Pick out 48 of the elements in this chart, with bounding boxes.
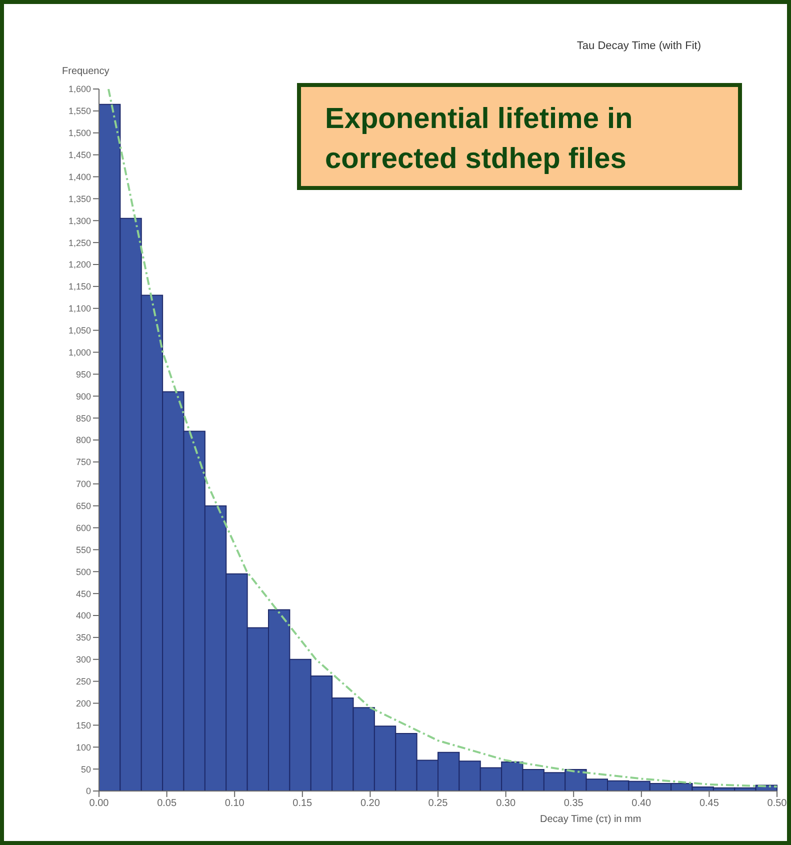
y-tick-label: 0 [86,786,91,796]
y-tick-label: 50 [80,764,91,774]
x-tick-label: 0.25 [428,798,448,810]
y-tick-label: 1,600 [68,84,91,94]
y-tick-label: 1,500 [68,128,91,138]
x-tick-label: 0.50 [767,798,788,810]
x-tick-label: 0.30 [496,798,516,810]
x-axis-title: Decay Time (cτ) in mm [540,814,642,825]
y-tick-label: 1,350 [68,194,91,204]
y-tick-label: 1,150 [68,282,91,292]
y-tick-label: 1,400 [68,172,91,182]
y-tick-label: 250 [76,676,91,687]
y-tick-label: 1,000 [68,347,91,358]
y-tick-label: 400 [76,610,91,621]
y-tick-label: 850 [76,413,91,424]
y-tick-label: 350 [76,632,91,643]
y-tick-label: 1,200 [68,260,91,270]
x-tick-label: 0.10 [224,798,245,810]
y-tick-label: 150 [76,720,91,730]
x-tick-label: 0.05 [157,798,177,810]
y-tick-label: 650 [76,501,91,512]
y-tick-label: 1,550 [68,106,91,116]
y-tick-label: 750 [76,457,91,468]
y-tick-label: 950 [76,369,91,380]
y-axis-title: Frequency [62,66,110,77]
chart-title: Tau Decay Time (with Fit) [576,40,701,52]
y-tick-label: 600 [76,522,91,533]
y-tick-label: 1,250 [68,238,91,248]
x-tick-label: 0.20 [360,798,380,810]
x-tick-label: 0.00 [89,798,110,810]
y-tick-label: 800 [76,435,91,446]
y-tick-label: 1,300 [68,216,91,226]
y-tick-label: 1,050 [68,326,91,336]
x-tick-label: 0.40 [632,798,652,810]
y-tick-label: 200 [76,698,91,708]
x-tick-label: 0.45 [699,798,720,810]
y-tick-label: 1,100 [68,304,91,314]
callout-box: Exponential lifetime in corrected stdhep files [297,83,742,190]
y-tick-label: 900 [76,391,91,402]
y-tick-label: 1,450 [68,150,91,160]
y-tick-label: 700 [76,479,91,490]
x-tick-label: 0.35 [564,798,584,810]
x-tick-label: 0.15 [292,798,313,810]
y-tick-label: 450 [76,588,91,599]
y-tick-label: 500 [76,566,91,577]
y-tick-label: 550 [76,544,91,555]
y-tick-label: 300 [76,654,91,665]
y-tick-label: 100 [76,742,91,752]
